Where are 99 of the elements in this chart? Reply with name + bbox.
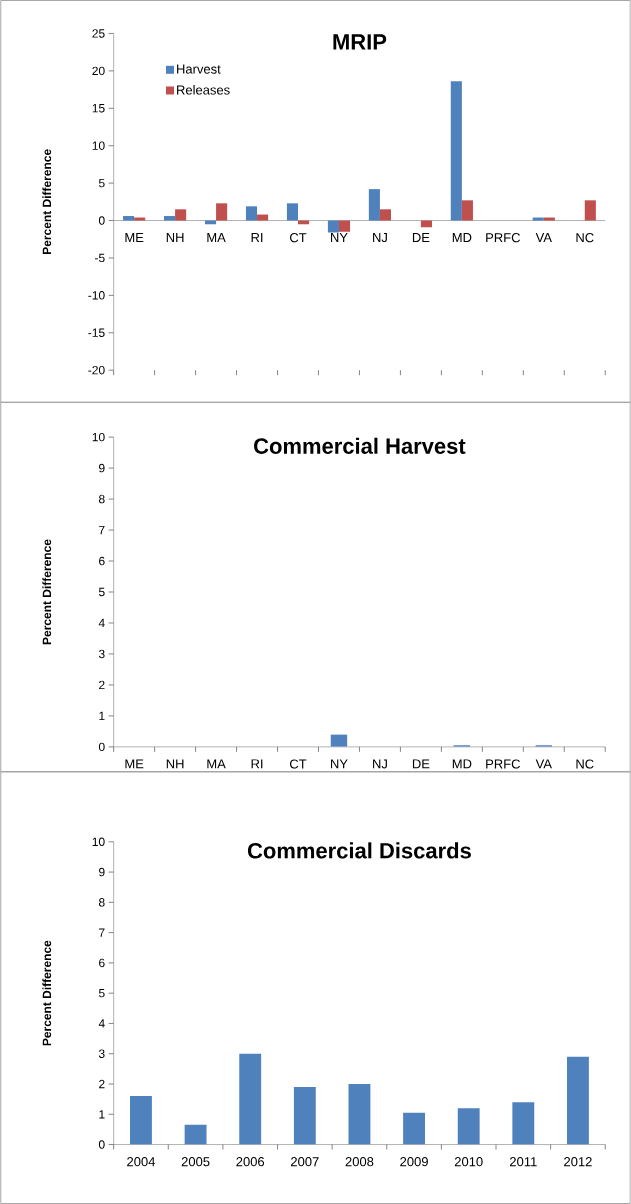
bar bbox=[286, 203, 299, 221]
x-tick-label: 2004 bbox=[127, 1157, 156, 1167]
bar bbox=[567, 1056, 589, 1145]
y-tick-label: 8 bbox=[98, 494, 105, 504]
x-tick-label: 2009 bbox=[400, 1157, 428, 1167]
bar bbox=[245, 206, 258, 221]
x-tick-label: MA bbox=[207, 759, 226, 769]
y-tick-label: 8 bbox=[98, 898, 105, 907]
x-tick-label: MA bbox=[207, 233, 226, 242]
y-tick-label: 25 bbox=[92, 29, 105, 38]
y-tick-label: 9 bbox=[99, 463, 105, 473]
bar bbox=[184, 1124, 207, 1145]
x-tick-label: NY bbox=[331, 759, 348, 769]
chart-title: Commercial Discards bbox=[247, 842, 471, 859]
y-tick-label: 10 bbox=[92, 837, 105, 847]
y-tick-label: 2 bbox=[99, 1079, 105, 1089]
bar bbox=[257, 214, 269, 221]
y-tick-label: 15 bbox=[92, 104, 105, 113]
x-tick-label: NC bbox=[576, 759, 594, 769]
x-tick-label: ME bbox=[125, 759, 144, 769]
x-tick-label: NJ bbox=[373, 233, 387, 243]
x-tick-label: DE bbox=[412, 759, 430, 769]
y-tick-label: 0 bbox=[98, 742, 105, 752]
y-tick-label: 5 bbox=[98, 178, 105, 188]
x-tick-label: NY bbox=[331, 233, 348, 242]
x-tick-label: MD bbox=[452, 233, 472, 242]
y-tick-label: 5 bbox=[98, 587, 105, 597]
x-tick-label: CT bbox=[290, 233, 307, 243]
bar bbox=[543, 217, 555, 221]
y-tick-label: 7 bbox=[99, 525, 105, 535]
y-tick-label: 4 bbox=[98, 618, 105, 628]
y-tick-label: -10 bbox=[88, 291, 105, 300]
x-tick-label: NH bbox=[166, 759, 184, 769]
bar bbox=[461, 200, 473, 221]
y-tick-label: 0 bbox=[98, 1140, 105, 1149]
x-tick-label: 2011 bbox=[510, 1157, 537, 1167]
y-tick-label: 20 bbox=[92, 66, 105, 76]
y-tick-label: 6 bbox=[99, 556, 105, 566]
bar bbox=[532, 217, 544, 221]
y-tick-label: -20 bbox=[88, 365, 105, 375]
x-tick-label: NJ bbox=[373, 759, 387, 769]
y-tick-label: -15 bbox=[88, 328, 105, 337]
y-axis-title: Percent Difference bbox=[42, 539, 52, 645]
x-tick-label: 2006 bbox=[236, 1157, 265, 1167]
y-tick-label: 6 bbox=[99, 958, 105, 968]
y-tick-label: 3 bbox=[98, 1049, 105, 1058]
y-tick-label: 1 bbox=[99, 1110, 105, 1119]
x-tick-label: NH bbox=[166, 233, 184, 242]
chart-title: MRIP bbox=[333, 34, 387, 50]
bar bbox=[338, 220, 351, 232]
bar bbox=[327, 220, 339, 233]
bar bbox=[512, 1102, 535, 1145]
bar bbox=[403, 1112, 426, 1145]
y-tick-label: -5 bbox=[95, 253, 105, 263]
x-tick-label: MD bbox=[452, 759, 472, 769]
y-tick-label: 7 bbox=[99, 928, 105, 937]
bar bbox=[216, 203, 228, 221]
y-axis-title: Percent Difference bbox=[42, 149, 52, 254]
bar bbox=[239, 1053, 262, 1145]
y-tick-label: 3 bbox=[98, 649, 105, 659]
bar bbox=[130, 1096, 152, 1145]
x-tick-label: CT bbox=[290, 759, 307, 769]
legend-label: Harvest bbox=[177, 64, 221, 74]
bar bbox=[450, 81, 462, 221]
x-tick-label: 2005 bbox=[181, 1157, 210, 1167]
bar bbox=[164, 216, 176, 221]
legend-label: Releases bbox=[177, 85, 230, 95]
bar bbox=[457, 1108, 480, 1145]
y-tick-label: 9 bbox=[99, 867, 105, 877]
y-tick-label: 2 bbox=[99, 680, 105, 690]
x-tick-label: PRFC bbox=[486, 759, 521, 769]
bar bbox=[584, 200, 596, 221]
x-tick-label: 2008 bbox=[345, 1157, 374, 1167]
bar bbox=[368, 189, 380, 221]
x-tick-label: 2007 bbox=[291, 1157, 319, 1167]
bar bbox=[379, 209, 392, 221]
y-tick-label: 1 bbox=[99, 711, 105, 721]
bar bbox=[123, 216, 135, 221]
bar bbox=[293, 1087, 316, 1145]
x-tick-label: ME bbox=[125, 233, 144, 242]
bar bbox=[348, 1083, 371, 1145]
y-tick-label: 5 bbox=[98, 988, 105, 998]
y-tick-label: 10 bbox=[92, 141, 105, 150]
x-tick-label: VA bbox=[535, 759, 552, 769]
x-tick-label: VA bbox=[535, 233, 552, 242]
x-tick-label: 2010 bbox=[454, 1157, 483, 1167]
chart-title: Commercial Harvest bbox=[254, 437, 466, 454]
bar bbox=[134, 217, 146, 221]
x-tick-label: 2012 bbox=[564, 1157, 592, 1167]
bar bbox=[175, 209, 187, 221]
x-tick-label: PRFC bbox=[486, 233, 521, 243]
x-tick-label: NC bbox=[576, 233, 594, 243]
x-tick-label: DE bbox=[412, 233, 430, 242]
y-tick-label: 4 bbox=[98, 1019, 105, 1028]
y-tick-label: 0 bbox=[98, 216, 105, 225]
x-tick-label: RI bbox=[251, 233, 263, 242]
y-axis-title: Percent Difference bbox=[42, 940, 52, 1046]
x-tick-label: RI bbox=[251, 759, 263, 769]
y-tick-label: 10 bbox=[92, 432, 105, 442]
